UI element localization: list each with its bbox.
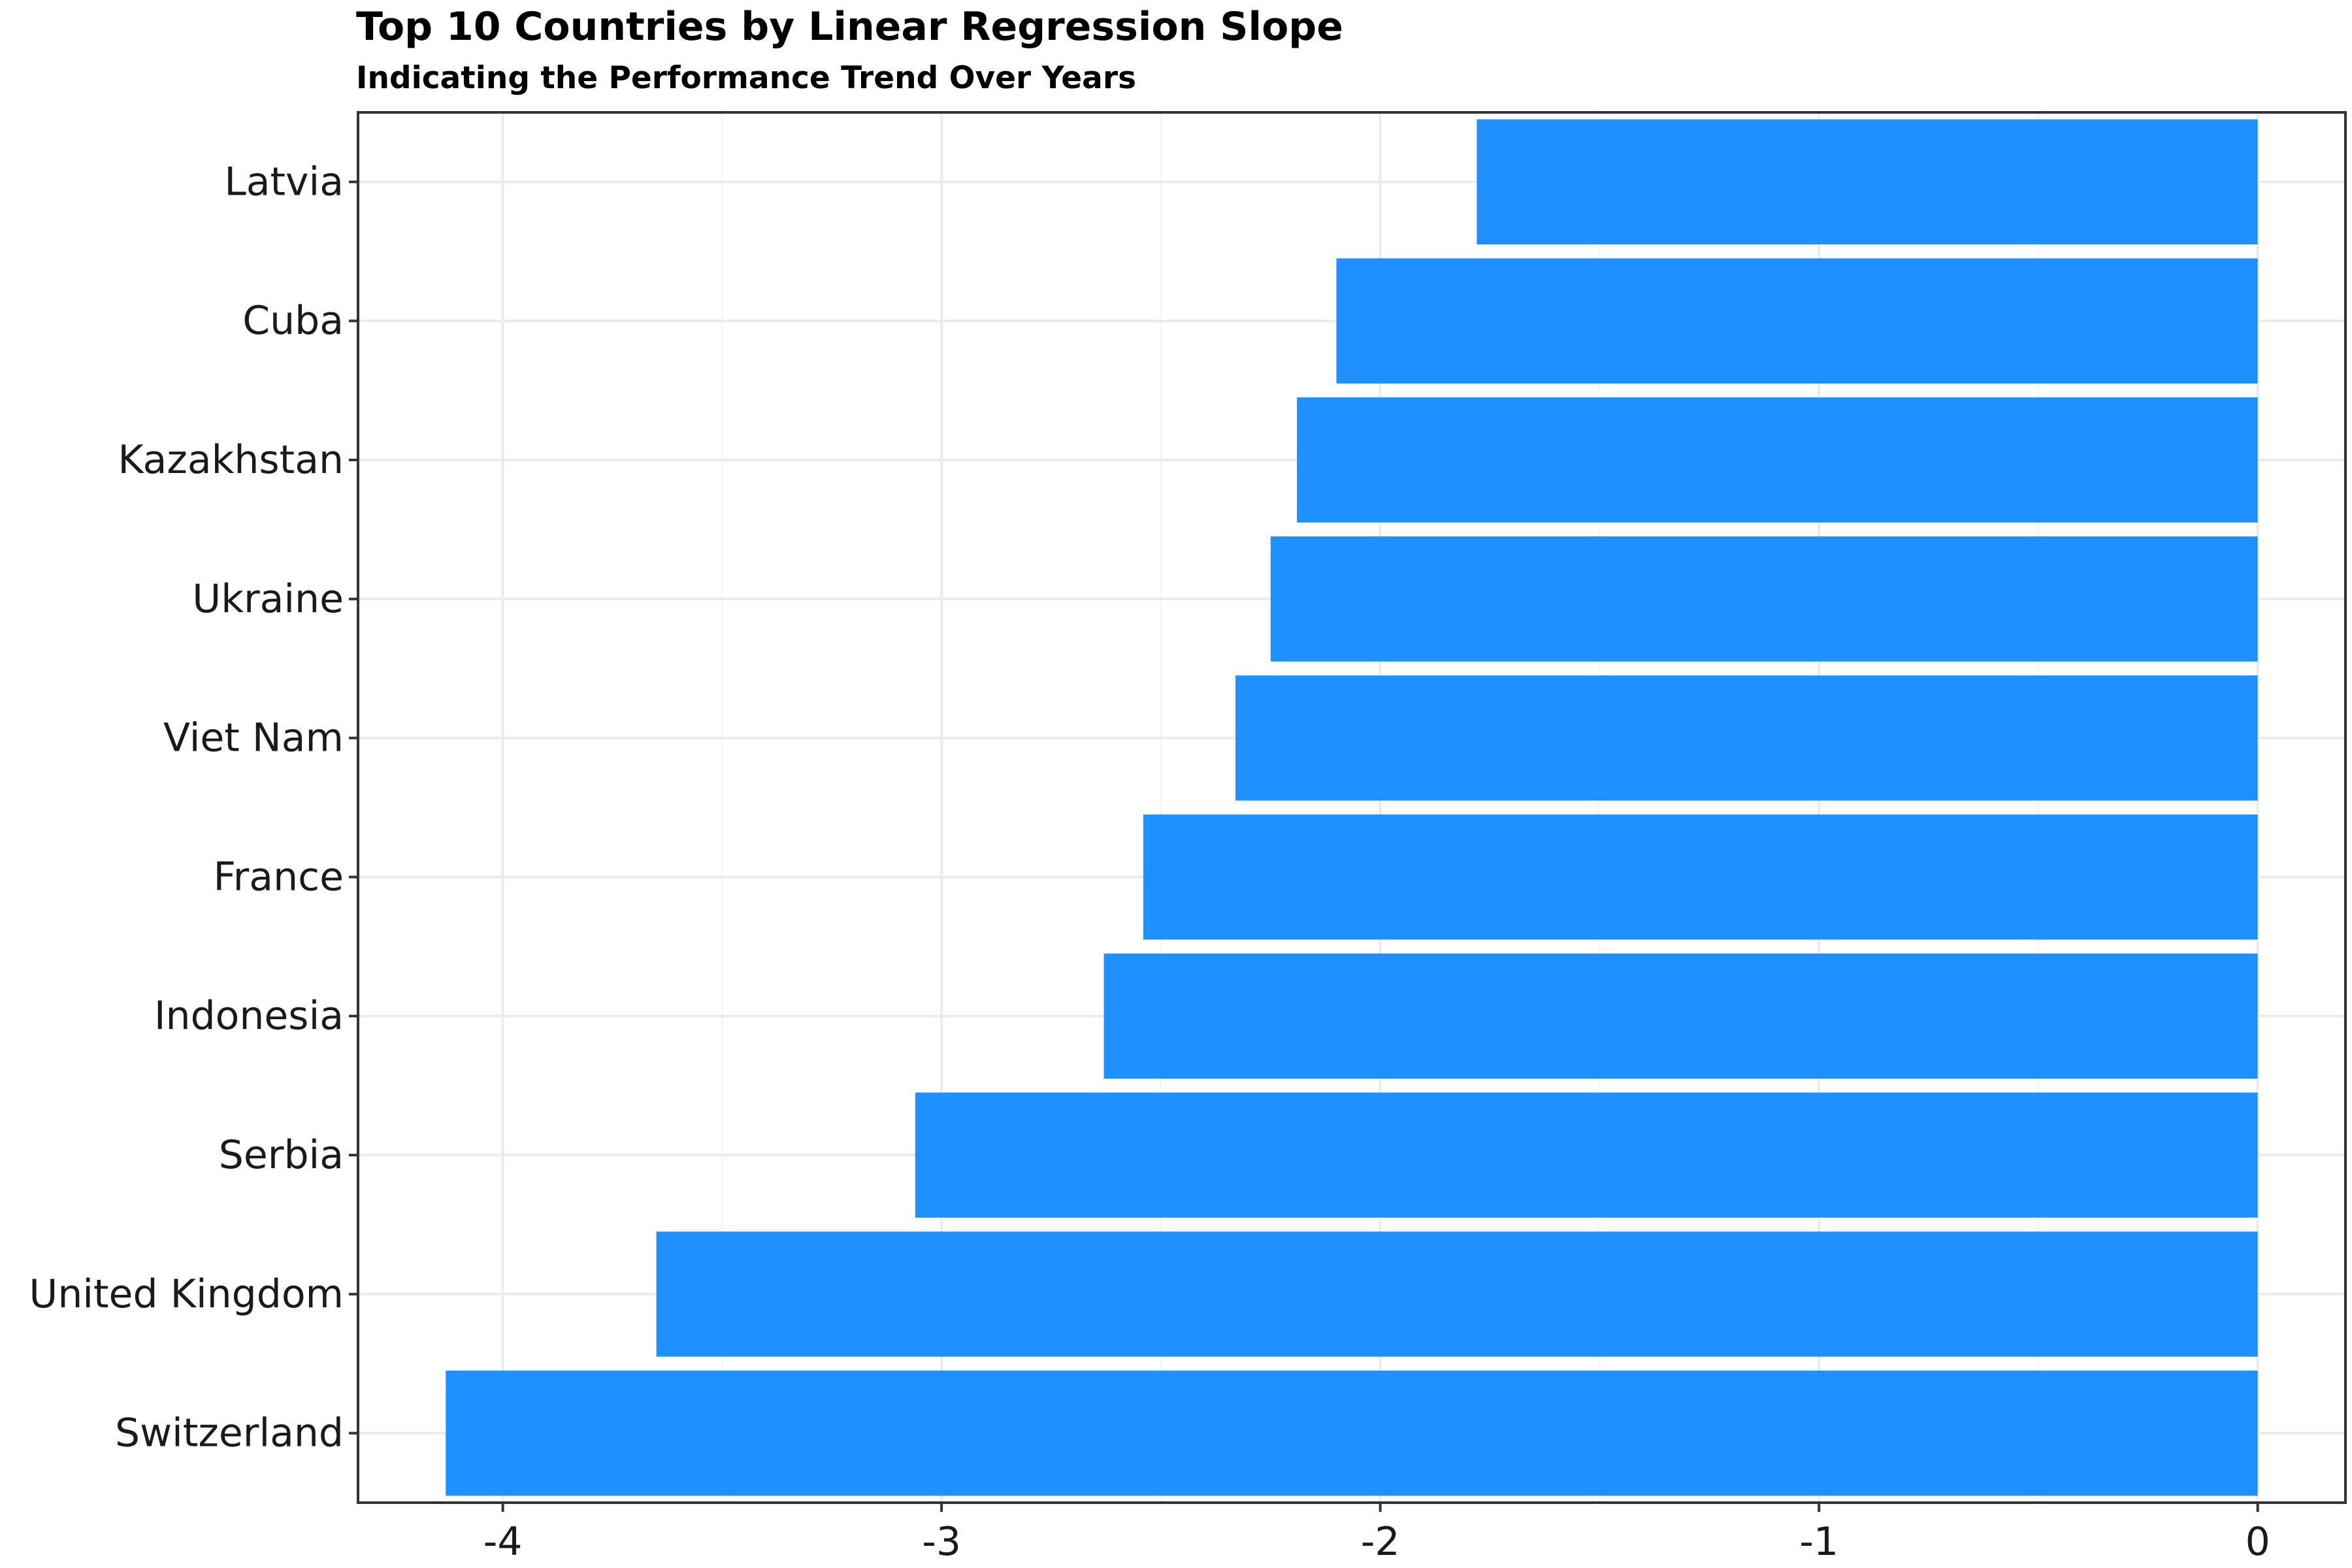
x-tick-label: -2: [1361, 1519, 1400, 1565]
bars: [446, 119, 2258, 1496]
bar-switzerland: [446, 1370, 2258, 1496]
y-tick-label: France: [213, 854, 344, 900]
x-tick-label: -4: [483, 1519, 523, 1565]
y-tick-label: Viet Nam: [163, 715, 344, 761]
bar-cuba: [1336, 258, 2258, 384]
y-tick-label: Serbia: [219, 1132, 344, 1178]
chart-title: Top 10 Countries by Linear Regression Sl…: [356, 4, 1343, 50]
x-tick-label: -1: [1799, 1519, 1838, 1565]
x-tick-label: -3: [922, 1519, 961, 1565]
bar-serbia: [915, 1092, 2258, 1218]
y-axis: Latvia Cuba Kazakhstan Ukraine Viet Nam Franc…: [29, 159, 358, 1456]
x-axis: -4 -3 -2 -1 0: [483, 1503, 2270, 1565]
y-tick-label: Kazakhstan: [118, 437, 344, 483]
bar-latvia: [1477, 119, 2258, 245]
y-tick-label: Cuba: [242, 298, 344, 344]
y-tick-label: Indonesia: [154, 993, 344, 1039]
bar-viet-nam: [1235, 675, 2258, 801]
y-tick-label: Ukraine: [192, 576, 344, 622]
y-tick-label: Switzerland: [115, 1411, 344, 1456]
y-tick-label: Latvia: [224, 159, 344, 204]
y-tick-label: United Kingdom: [29, 1271, 344, 1317]
bar-france: [1143, 814, 2258, 940]
x-tick-label: 0: [2246, 1519, 2270, 1565]
bar-kazakhstan: [1297, 397, 2258, 523]
bar-indonesia: [1103, 953, 2258, 1079]
bar-ukraine: [1270, 536, 2258, 662]
bar-united-kingdom: [656, 1232, 2258, 1357]
chart-subtitle: Indicating the Performance Trend Over Ye…: [356, 60, 1137, 96]
plot-panel-border: [357, 111, 2347, 1504]
